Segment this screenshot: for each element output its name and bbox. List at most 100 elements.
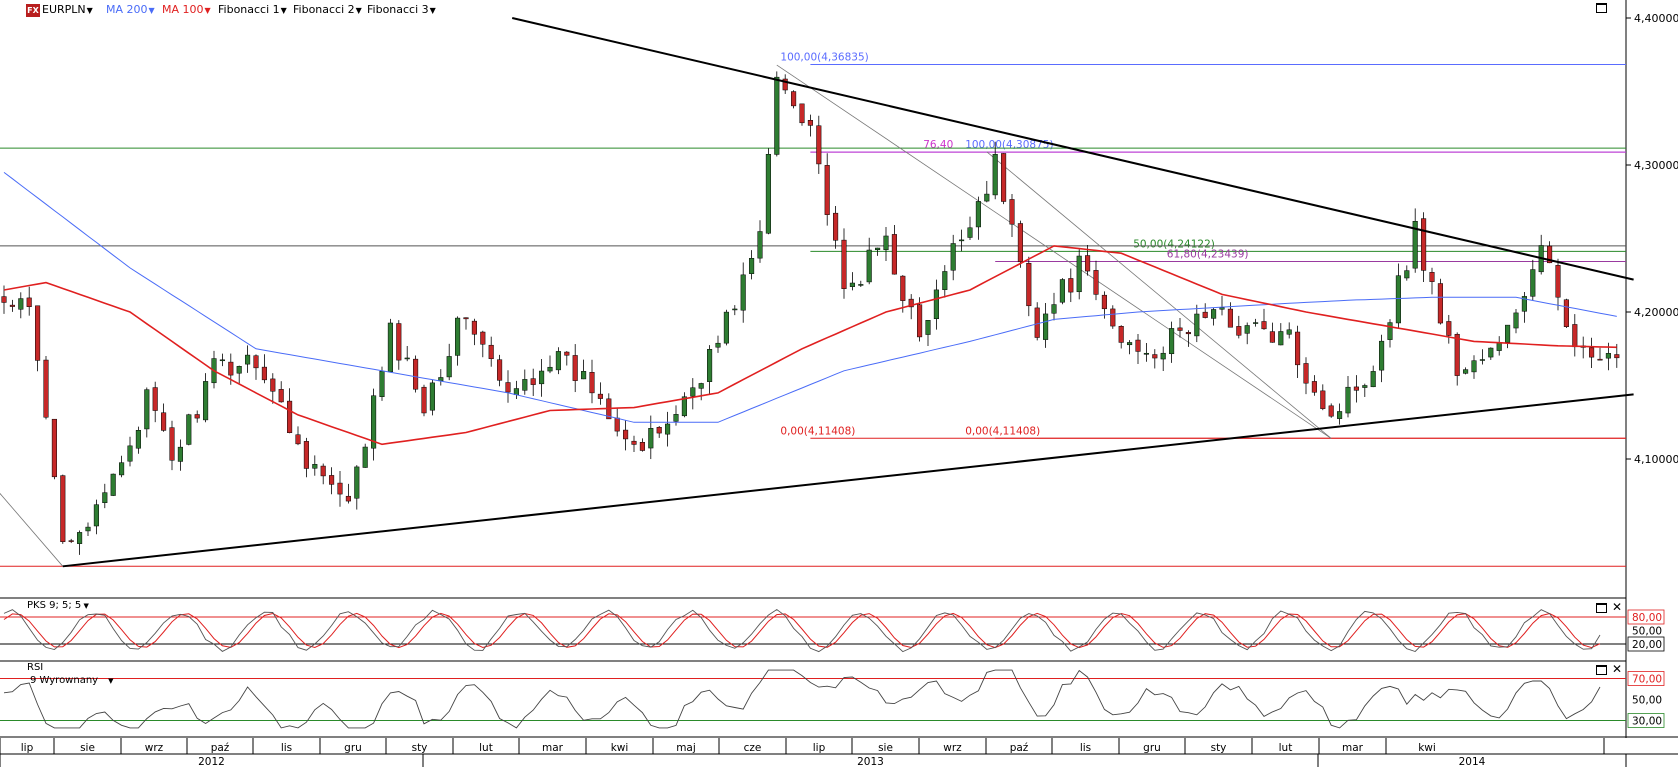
- candle-body[interactable]: [1429, 272, 1435, 282]
- rsi-panel-sublabel[interactable]: 9 Wyrownany ▼: [30, 675, 113, 687]
- candle-body[interactable]: [690, 387, 696, 397]
- candle-body[interactable]: [337, 482, 343, 495]
- candle-body[interactable]: [1345, 386, 1351, 414]
- candle-body[interactable]: [1379, 340, 1385, 371]
- candle-body[interactable]: [354, 466, 360, 499]
- candle-body[interactable]: [236, 366, 242, 374]
- candle-body[interactable]: [18, 298, 24, 310]
- candle-body[interactable]: [1143, 352, 1149, 355]
- candle-body[interactable]: [1269, 331, 1275, 343]
- candle-body[interactable]: [1337, 411, 1343, 419]
- candle-body[interactable]: [875, 247, 881, 251]
- candle-body[interactable]: [161, 412, 167, 431]
- candle-body[interactable]: [749, 258, 755, 274]
- candle-body[interactable]: [1505, 324, 1511, 343]
- candle-body[interactable]: [942, 271, 948, 290]
- candle-body[interactable]: [673, 414, 679, 422]
- candle-body[interactable]: [791, 91, 797, 107]
- candle-body[interactable]: [438, 377, 444, 381]
- candle-body[interactable]: [203, 381, 209, 421]
- candle-body[interactable]: [1563, 299, 1569, 327]
- candle-body[interactable]: [631, 440, 637, 445]
- candle-body[interactable]: [1009, 199, 1015, 225]
- candle-body[interactable]: [925, 320, 931, 335]
- candle-body[interactable]: [1001, 153, 1007, 202]
- candle-body[interactable]: [303, 441, 309, 469]
- candle-body[interactable]: [93, 504, 99, 527]
- candle-body[interactable]: [723, 311, 729, 344]
- trendline[interactable]: [511, 17, 1634, 281]
- candle-body[interactable]: [1446, 321, 1452, 336]
- candle-body[interactable]: [1589, 347, 1595, 358]
- candle-body[interactable]: [1437, 283, 1443, 324]
- rsi-panel-label[interactable]: RSI: [27, 662, 44, 673]
- candle-body[interactable]: [1185, 332, 1191, 335]
- candle-body[interactable]: [1227, 308, 1233, 328]
- candle-body[interactable]: [656, 427, 662, 434]
- candle-body[interactable]: [707, 349, 713, 382]
- candle-body[interactable]: [312, 464, 318, 469]
- candle-body[interactable]: [261, 366, 267, 381]
- candle-body[interactable]: [975, 201, 981, 228]
- candle-body[interactable]: [1, 296, 7, 303]
- candle-body[interactable]: [1135, 339, 1141, 352]
- candle-body[interactable]: [119, 462, 125, 476]
- candle-body[interactable]: [841, 239, 847, 289]
- maximize-stochastic-panel-icon[interactable]: [1596, 603, 1607, 613]
- candle-body[interactable]: [522, 379, 528, 391]
- candle-body[interactable]: [1160, 352, 1166, 360]
- candle-body[interactable]: [1261, 321, 1267, 330]
- indicator-ma200[interactable]: MA 200▼: [106, 2, 155, 18]
- candle-body[interactable]: [177, 446, 183, 462]
- candle-body[interactable]: [1026, 262, 1032, 307]
- candle-body[interactable]: [1202, 311, 1208, 318]
- candle-body[interactable]: [816, 125, 822, 165]
- candle-body[interactable]: [1068, 278, 1074, 293]
- candle-body[interactable]: [1101, 294, 1107, 310]
- candle-body[interactable]: [1253, 322, 1259, 324]
- candle-body[interactable]: [1370, 371, 1376, 388]
- indicator-fibonacci-1[interactable]: Fibonacci 1▼: [218, 2, 287, 18]
- candle-body[interactable]: [1127, 342, 1133, 346]
- candle-body[interactable]: [144, 389, 150, 430]
- candle-body[interactable]: [782, 78, 788, 91]
- candle-body[interactable]: [1387, 322, 1393, 340]
- candle-body[interactable]: [471, 320, 477, 335]
- candle-body[interactable]: [1286, 329, 1292, 335]
- candle-body[interactable]: [807, 120, 813, 126]
- candle-body[interactable]: [43, 359, 49, 418]
- candle-body[interactable]: [824, 165, 830, 215]
- candle-body[interactable]: [833, 212, 839, 241]
- candle-body[interactable]: [169, 427, 175, 461]
- candle-body[interactable]: [245, 354, 251, 365]
- candle-body[interactable]: [883, 235, 889, 251]
- candle-body[interactable]: [127, 445, 133, 462]
- close-stochastic-panel-icon[interactable]: ✕: [1612, 600, 1623, 614]
- candle-body[interactable]: [1311, 381, 1317, 393]
- candle-body[interactable]: [488, 344, 494, 360]
- candle-body[interactable]: [698, 383, 704, 389]
- candle-body[interactable]: [992, 154, 998, 196]
- candle-body[interactable]: [1479, 359, 1485, 361]
- candle-body[interactable]: [572, 355, 578, 381]
- candle-body[interactable]: [1572, 324, 1578, 348]
- candle-body[interactable]: [253, 355, 259, 369]
- candle-body[interactable]: [1211, 309, 1217, 319]
- candle-body[interactable]: [362, 446, 368, 468]
- candle-body[interactable]: [1614, 354, 1620, 359]
- ma-line-ma100[interactable]: [3, 245, 1617, 446]
- candle-body[interactable]: [1278, 331, 1284, 346]
- symbol-selector[interactable]: EURPLN▼: [42, 2, 93, 18]
- candle-body[interactable]: [102, 492, 108, 503]
- candle-body[interactable]: [765, 153, 771, 234]
- candle-body[interactable]: [413, 358, 419, 390]
- candle-body[interactable]: [908, 298, 914, 308]
- candle-body[interactable]: [1110, 308, 1116, 327]
- candle-body[interactable]: [329, 475, 335, 485]
- candle-body[interactable]: [648, 428, 654, 449]
- candle-body[interactable]: [110, 473, 116, 496]
- maximize-rsi-panel-icon[interactable]: [1596, 665, 1607, 675]
- candle-body[interactable]: [858, 284, 864, 286]
- stochastic-signal-line[interactable]: [3, 612, 1601, 649]
